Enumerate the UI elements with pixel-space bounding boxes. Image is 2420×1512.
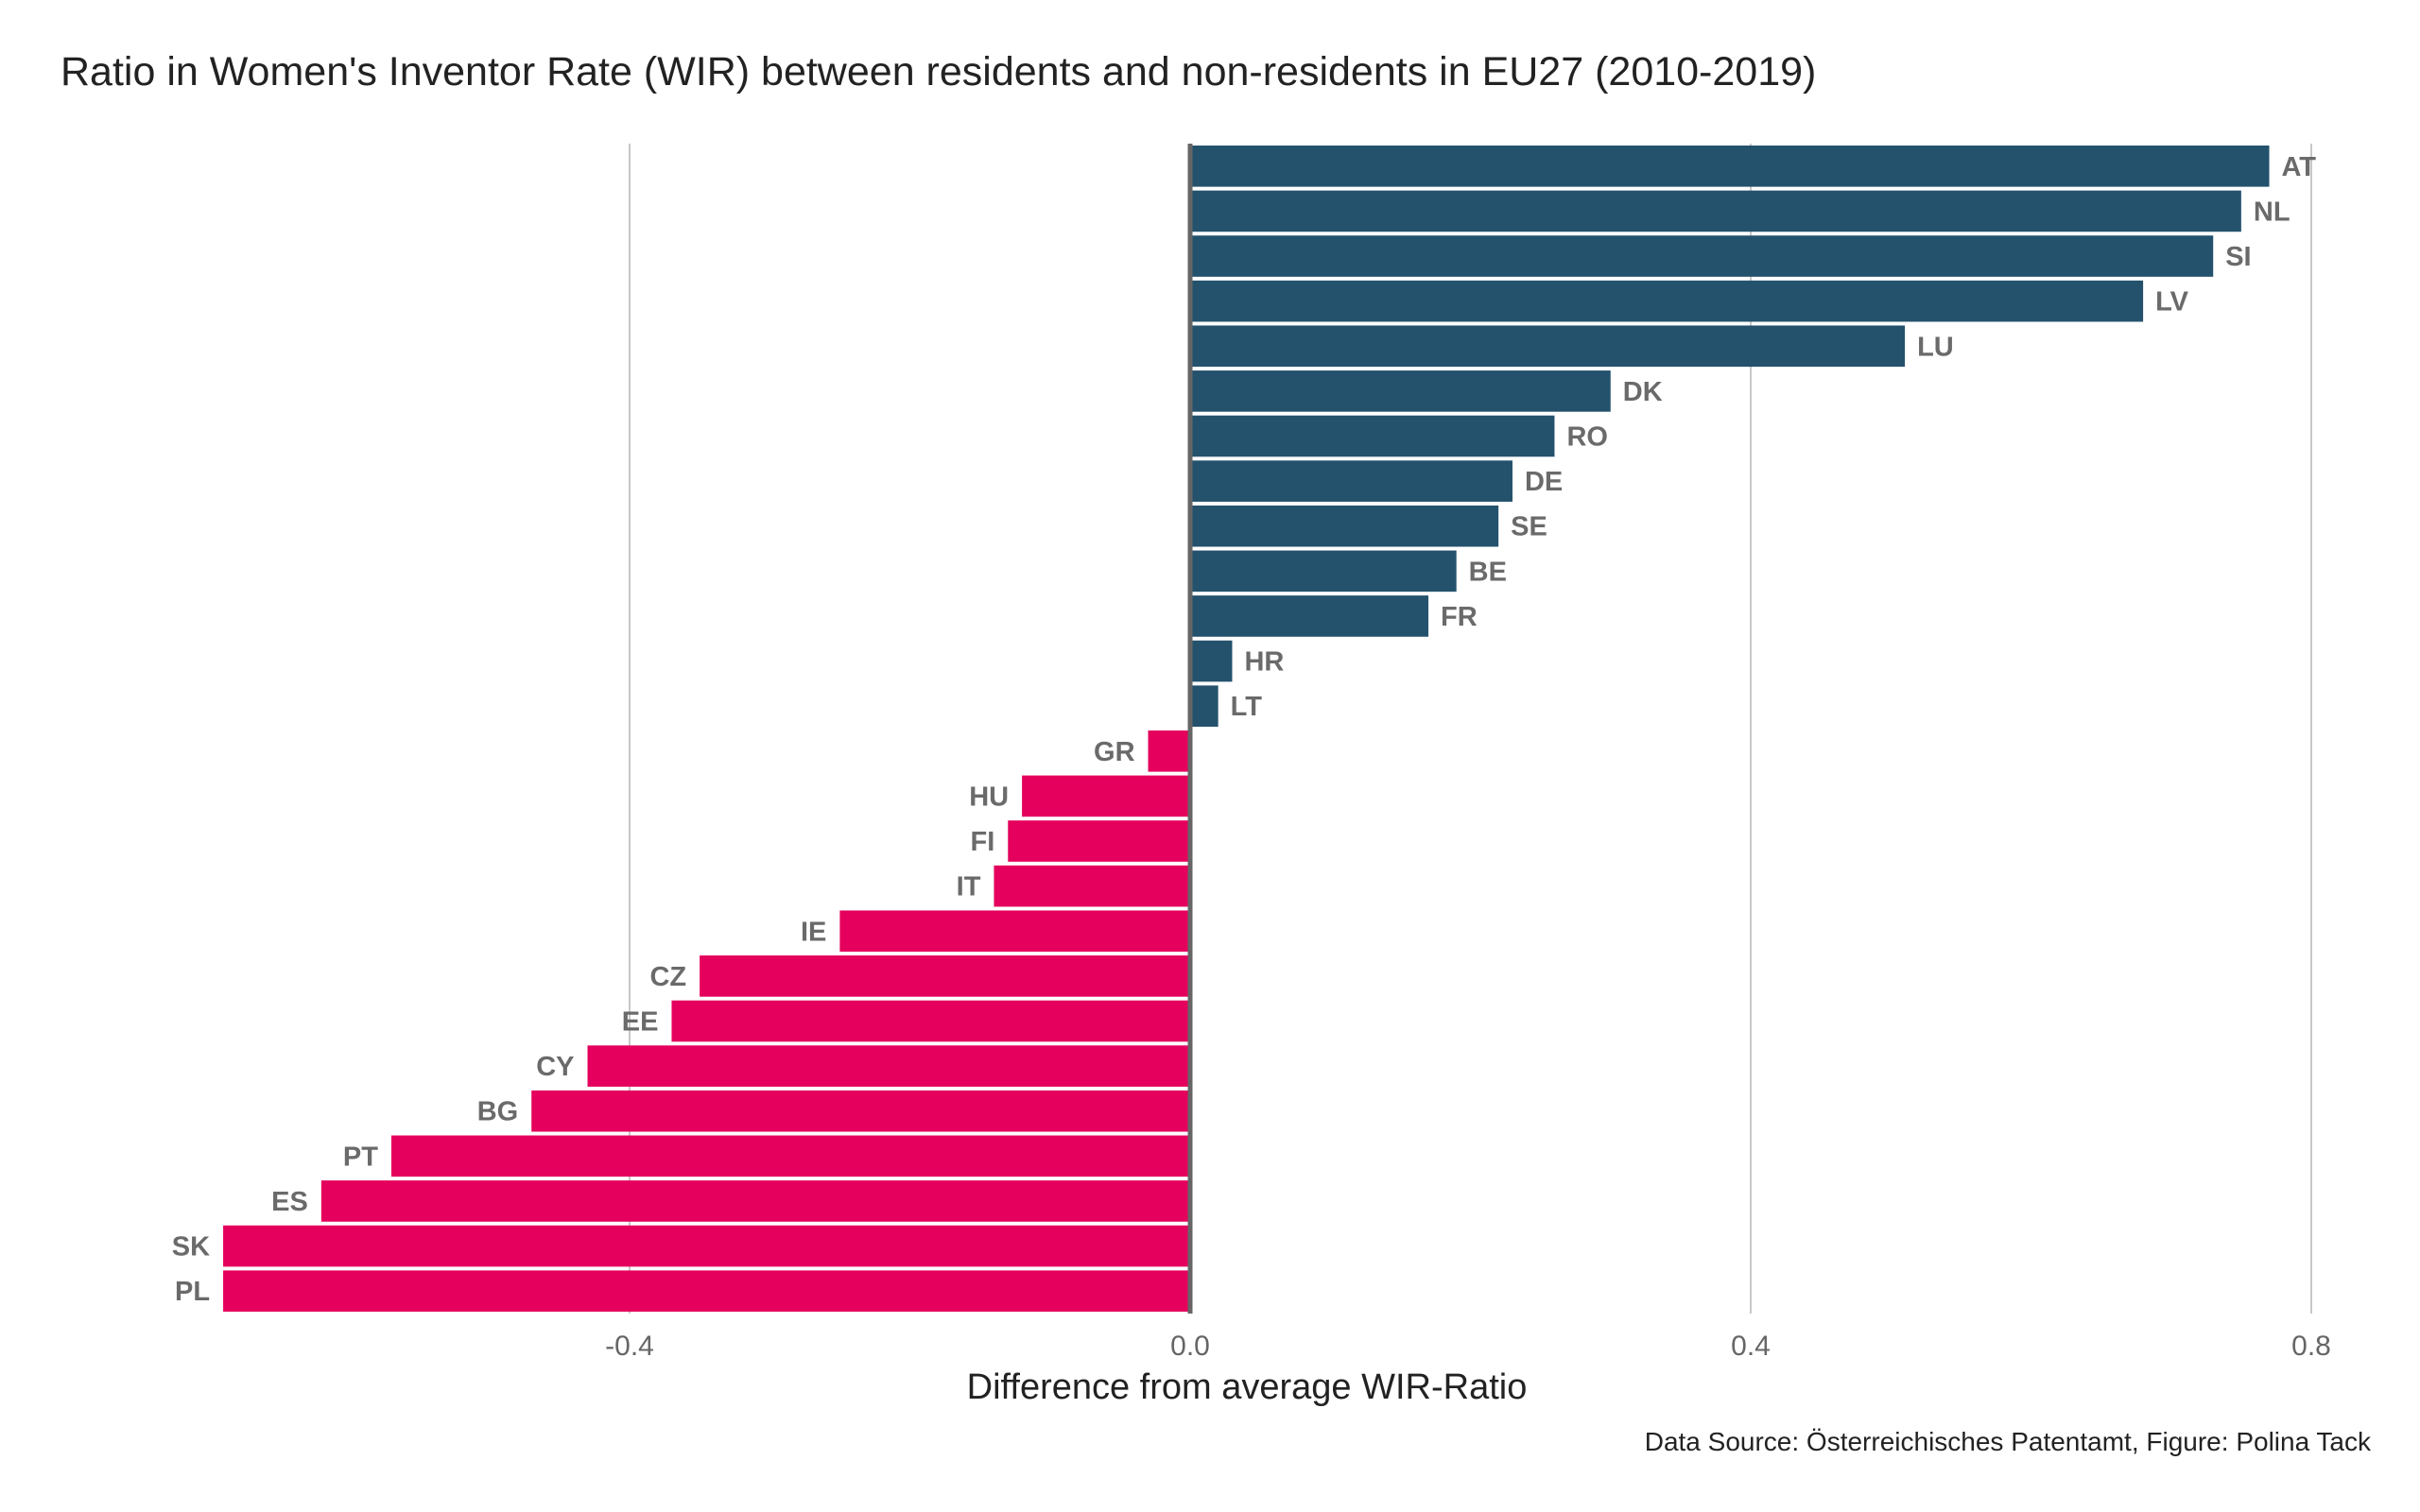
bar-pt — [390, 1135, 1191, 1177]
bar-ro — [1190, 415, 1555, 457]
bar-label-dk: DK — [1623, 377, 1663, 407]
bar-lt — [1190, 685, 1219, 727]
bar-label-hu: HU — [969, 782, 1009, 812]
bar-nl — [1190, 190, 2241, 232]
bar-label-si: SI — [2225, 242, 2251, 272]
bar-label-fi: FI — [970, 827, 994, 857]
bar-lv — [1190, 280, 2144, 322]
bar-label-cy: CY — [536, 1052, 574, 1082]
x-tick-label-1: 0.0 — [1170, 1331, 1210, 1362]
bar-label-bg: BG — [477, 1097, 519, 1127]
x-tick-label-3: 0.8 — [2291, 1331, 2331, 1362]
bar-label-lt: LT — [1231, 692, 1263, 722]
bar-label-be: BE — [1469, 557, 1507, 587]
bar-se — [1190, 505, 1499, 547]
bar-be — [1190, 550, 1457, 593]
bar-label-lu: LU — [1917, 332, 1954, 362]
bar-sk — [223, 1225, 1190, 1267]
chart-caption: Data Source: Österreichisches Patentamt,… — [1644, 1427, 2371, 1456]
bar-fr — [1190, 595, 1429, 637]
bar-label-at: AT — [2282, 152, 2317, 182]
bar-pl — [223, 1270, 1190, 1312]
chart-title: Ratio in Women's Inventor Rate (WIR) bet… — [60, 49, 1817, 94]
bar-label-ee: EE — [622, 1007, 659, 1038]
bar-label-pl: PL — [175, 1277, 210, 1307]
x-tick-labels: -0.4 0.0 0.4 0.8 — [605, 1331, 2331, 1362]
bar-si — [1190, 235, 2214, 277]
bar-it — [994, 865, 1190, 907]
bar-label-it: IT — [957, 872, 981, 902]
bar-gr — [1148, 730, 1190, 772]
bar-hu — [1022, 775, 1190, 817]
bar-hr — [1190, 640, 1233, 682]
bar-label-lv: LV — [2155, 287, 2189, 318]
bar-cy — [587, 1045, 1190, 1087]
bar-cz — [700, 955, 1190, 997]
x-tick-label-2: 0.4 — [1731, 1331, 1771, 1362]
x-tick-label-0: -0.4 — [605, 1331, 654, 1362]
bar-label-de: DE — [1525, 467, 1563, 497]
x-axis-title: Difference from average WIR-Ratio — [967, 1367, 1528, 1407]
bar-label-ro: RO — [1566, 422, 1608, 453]
bars — [223, 146, 2270, 1312]
bar-label-hr: HR — [1244, 647, 1284, 678]
bar-fi — [1008, 820, 1190, 862]
bar-label-pt: PT — [343, 1142, 378, 1172]
bar-ie — [839, 910, 1190, 953]
bar-label-nl: NL — [2254, 197, 2290, 227]
bar-es — [320, 1180, 1191, 1222]
bar-de — [1190, 460, 1512, 502]
bar-ee — [671, 1000, 1190, 1042]
bar-bg — [531, 1090, 1190, 1132]
bar-label-fr: FR — [1441, 602, 1478, 632]
bar-lu — [1190, 325, 1906, 368]
bar-label-gr: GR — [1094, 737, 1135, 767]
bar-label-es: ES — [271, 1187, 308, 1217]
bar-label-cz: CZ — [649, 962, 686, 992]
bar-at — [1190, 146, 2270, 187]
bar-label-se: SE — [1511, 512, 1547, 542]
bar-label-ie: IE — [801, 917, 826, 947]
bar-dk — [1190, 370, 1611, 412]
bar-label-sk: SK — [172, 1232, 210, 1263]
